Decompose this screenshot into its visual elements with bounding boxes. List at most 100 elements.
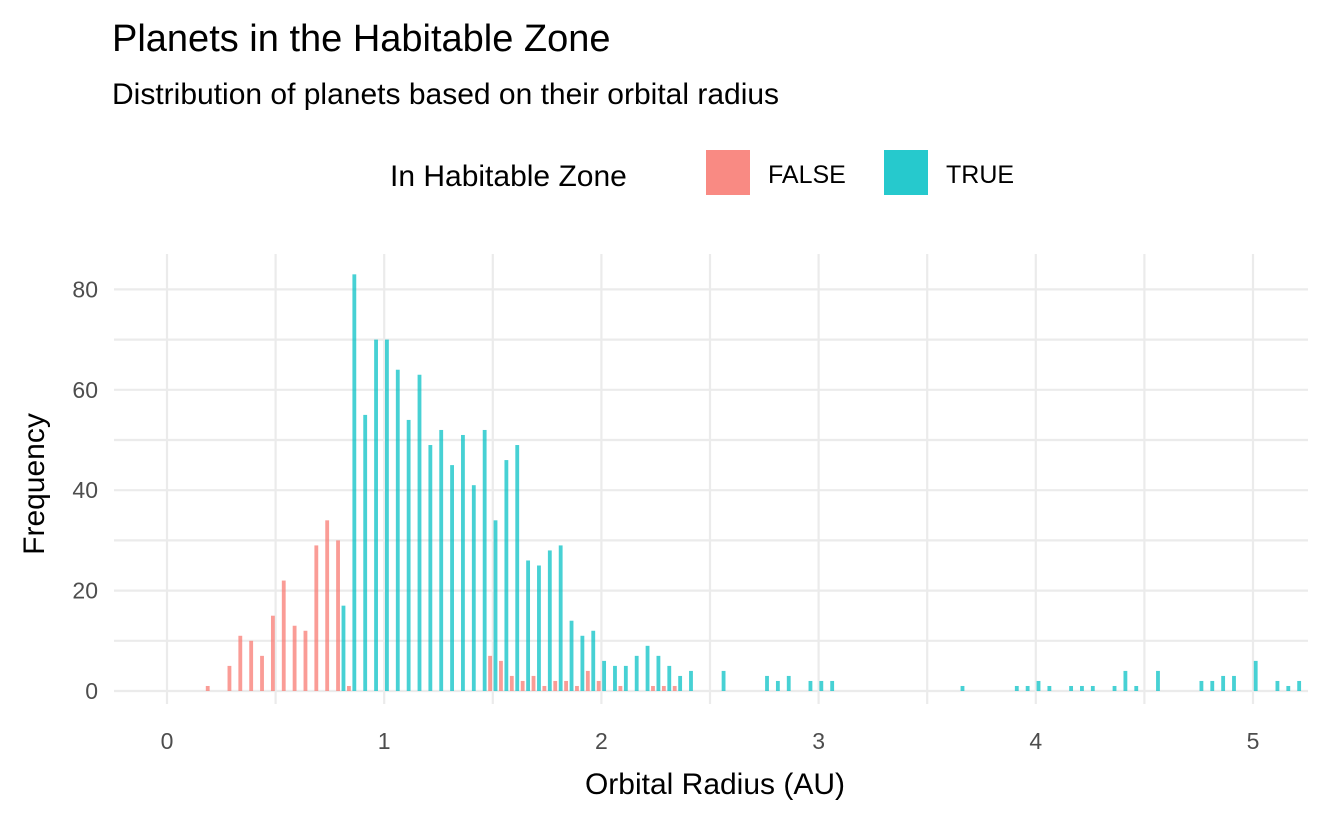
bar-true (1275, 680, 1280, 691)
bar-true (471, 485, 476, 691)
bar-true (1297, 680, 1302, 691)
bar-true (450, 465, 454, 691)
bar-false (303, 630, 308, 691)
bar-true (678, 675, 683, 691)
legend-key-false (706, 150, 750, 195)
chart-title: Planets in the Habitable Zone (112, 18, 611, 60)
bar-false (346, 685, 351, 691)
bar-false (281, 580, 286, 691)
bar-true (960, 685, 965, 691)
bar-false (651, 685, 655, 691)
bar-true (765, 675, 769, 691)
x-tick-label: 4 (1029, 728, 1042, 754)
bar-true (613, 665, 617, 691)
bar-true (623, 665, 628, 691)
bar-true (775, 680, 780, 691)
x-tick-labels: 0 1 2 3 4 5 (161, 728, 1260, 754)
bar-true (1090, 685, 1095, 691)
bar-true (547, 550, 552, 691)
bar-false (227, 665, 232, 691)
legend-label-true: TRUE (946, 161, 1014, 189)
bar-true (406, 419, 411, 691)
x-tick-label: 2 (595, 728, 608, 754)
bar-false (672, 685, 677, 691)
bar-true (341, 605, 346, 691)
y-tick-labels: 0 20 40 60 80 (72, 276, 98, 704)
bar-false (314, 545, 319, 691)
bar-true (1014, 685, 1019, 691)
x-tick-label: 3 (812, 728, 825, 754)
bar-false (238, 635, 243, 691)
bar-true (1286, 685, 1291, 691)
bar-false (564, 680, 569, 691)
bar-false (618, 685, 623, 691)
bar-true (493, 520, 498, 691)
legend-title: In Habitable Zone (390, 160, 627, 193)
bar-true (786, 675, 791, 691)
chart-subtitle: Distribution of planets based on their o… (112, 78, 779, 111)
bar-true (1210, 680, 1215, 691)
bar-true (1036, 680, 1041, 691)
bar-false (575, 685, 579, 691)
bar-false (292, 625, 297, 691)
bar-true (417, 374, 422, 691)
bar-true (1221, 675, 1226, 691)
x-axis-title: Orbital Radius (AU) (585, 768, 845, 801)
bar-false (585, 670, 590, 691)
bar-true (602, 660, 607, 691)
bar-false (509, 675, 514, 691)
bar-false (205, 685, 210, 691)
bar-false (542, 685, 547, 691)
bar-true (656, 655, 661, 691)
bar-false (260, 655, 264, 691)
bar-true (1080, 685, 1084, 691)
bar-true (830, 680, 835, 691)
bar-true (385, 339, 389, 691)
y-tick-label: 20 (72, 578, 98, 604)
bar-true (808, 680, 813, 691)
bar-true (374, 339, 378, 691)
grid-lines (114, 254, 1308, 704)
legend-label-false: FALSE (768, 161, 846, 189)
bar-true (1069, 685, 1074, 691)
y-tick-label: 80 (72, 276, 98, 302)
y-axis-title: Frequency (18, 413, 51, 555)
x-tick-label: 5 (1247, 728, 1260, 754)
bar-true (504, 460, 509, 691)
bar-true (1134, 685, 1139, 691)
legend: In Habitable Zone FALSE TRUE (390, 150, 1014, 195)
bar-true (689, 670, 693, 691)
bar-true (1253, 660, 1258, 691)
bar-true (461, 434, 465, 691)
bar-true (395, 369, 400, 691)
bar-true (580, 635, 585, 691)
bar-false (553, 680, 558, 691)
y-tick-label: 60 (72, 377, 98, 403)
bar-true (721, 670, 726, 691)
bar-true (1123, 670, 1128, 691)
x-tick-label: 1 (378, 728, 391, 754)
bar-true (667, 665, 672, 691)
bar-true (515, 445, 520, 691)
bar-true (591, 630, 596, 691)
x-tick-label: 0 (161, 728, 174, 754)
bar-true (819, 680, 824, 691)
bar-true (537, 565, 541, 691)
bar-true (352, 274, 357, 691)
y-tick-label: 0 (85, 678, 98, 704)
bar-false (249, 640, 254, 691)
bar-true (428, 445, 433, 691)
bar-true (634, 655, 639, 691)
bar-true (645, 645, 650, 691)
bar-true (363, 414, 368, 691)
bar-true (439, 429, 444, 691)
bar-true (1047, 685, 1052, 691)
y-tick-label: 40 (72, 477, 98, 503)
bar-true (1156, 670, 1160, 691)
bar-true (1112, 685, 1117, 691)
bar-true (482, 429, 487, 691)
bars (205, 274, 1302, 691)
bar-false (596, 680, 601, 691)
bar-false (520, 680, 525, 691)
